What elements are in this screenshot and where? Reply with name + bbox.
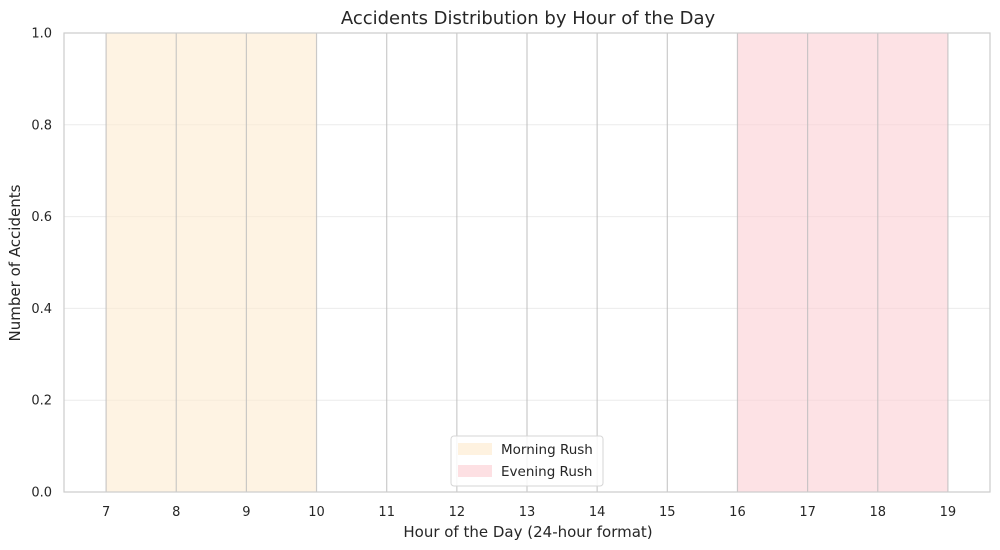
y-tick-label: 0.6 [31, 210, 52, 225]
x-tick-label: 7 [102, 505, 110, 520]
plot-frame [63, 32, 991, 493]
x-axis-ticks: 7 8 9 10 11 12 13 14 15 16 17 18 19 [102, 505, 956, 520]
region-morning-rush [106, 33, 317, 492]
x-tick-label: 19 [940, 505, 957, 520]
region-evening-rush [737, 33, 948, 492]
x-axis-label: Hour of the Day (24-hour format) [403, 523, 652, 541]
y-axis-ticks: 0.0 0.2 0.4 0.6 0.8 1.0 [31, 27, 52, 501]
x-tick-label: 14 [589, 505, 606, 520]
x-tick-label: 18 [869, 505, 886, 520]
x-tick-label: 16 [729, 505, 746, 520]
chart-title: Accidents Distribution by Hour of the Da… [341, 8, 716, 29]
legend-label-evening-rush: Evening Rush [501, 464, 592, 480]
x-tick-label: 13 [519, 505, 536, 520]
shaded-regions [106, 33, 948, 492]
x-tick-label: 15 [659, 505, 676, 520]
legend: Morning Rush Evening Rush [450, 435, 604, 487]
x-tick-label: 9 [242, 505, 250, 520]
x-tick-label: 17 [799, 505, 816, 520]
y-tick-label: 1.0 [31, 27, 52, 42]
legend-label-morning-rush: Morning Rush [501, 442, 593, 458]
x-tick-label: 8 [172, 505, 180, 520]
x-tick-label: 12 [449, 505, 466, 520]
vertical-lines [105, 33, 949, 492]
x-tick-label: 10 [308, 505, 325, 520]
y-axis-label: Number of Accidents [6, 184, 24, 341]
legend-swatch-evening-rush [458, 465, 492, 477]
y-tick-label: 0.4 [31, 302, 52, 317]
x-tick-label: 11 [378, 505, 395, 520]
y-tick-label: 0.0 [31, 486, 52, 501]
y-tick-label: 0.2 [31, 394, 52, 409]
legend-swatch-morning-rush [458, 443, 492, 455]
y-tick-label: 0.8 [31, 118, 52, 133]
